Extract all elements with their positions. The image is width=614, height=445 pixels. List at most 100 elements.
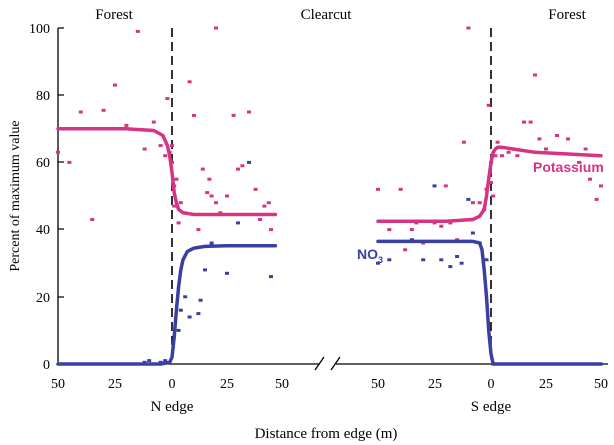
data-point-potassium bbox=[269, 228, 273, 232]
data-point-no3 bbox=[183, 295, 188, 299]
data-point-potassium bbox=[101, 108, 106, 112]
data-point-no3 bbox=[484, 258, 489, 262]
data-point-no3 bbox=[176, 328, 181, 332]
x-tick-label: 25 bbox=[220, 377, 234, 392]
curve-potassium-s-edge bbox=[376, 145, 603, 223]
data-point-potassium bbox=[247, 110, 251, 114]
data-point-potassium bbox=[588, 177, 592, 181]
data-point-no3 bbox=[455, 255, 460, 258]
data-point-potassium bbox=[187, 80, 192, 84]
data-point-potassium bbox=[113, 83, 117, 87]
data-point-potassium bbox=[387, 228, 392, 232]
data-point-no3 bbox=[178, 308, 183, 312]
y-tick-label: 0 bbox=[43, 358, 50, 373]
axis-break-mark bbox=[330, 356, 341, 371]
series-label-no3: NO3 bbox=[357, 246, 383, 265]
data-point-potassium bbox=[56, 150, 60, 154]
data-point-potassium bbox=[533, 73, 537, 77]
data-point-no3 bbox=[209, 241, 214, 245]
data-point-potassium bbox=[376, 187, 380, 191]
x-tick-label: 25 bbox=[539, 377, 553, 392]
data-point-potassium bbox=[214, 201, 218, 205]
y-tick-label: 60 bbox=[36, 156, 50, 171]
x-tick-label: 50 bbox=[51, 377, 65, 392]
data-point-potassium bbox=[170, 144, 174, 148]
data-point-potassium bbox=[443, 184, 448, 188]
data-point-potassium bbox=[258, 218, 262, 221]
region-label-forest-right: Forest bbox=[548, 7, 586, 23]
data-point-no3 bbox=[187, 315, 192, 319]
data-point-potassium bbox=[67, 160, 72, 164]
x-tick-label: 25 bbox=[108, 377, 122, 392]
y-tick-label: 20 bbox=[36, 291, 50, 306]
data-point-no3 bbox=[147, 359, 152, 363]
fitted-curves bbox=[56, 127, 603, 366]
data-point-potassium bbox=[236, 167, 240, 171]
data-point-potassium bbox=[555, 134, 559, 137]
s-edge-label: S edge bbox=[471, 399, 512, 415]
data-point-potassium bbox=[196, 228, 201, 232]
data-point-potassium bbox=[178, 201, 183, 205]
data-point-potassium bbox=[409, 228, 414, 232]
y-ticks: 0 20 40 60 80 100 bbox=[29, 22, 64, 373]
data-point-potassium bbox=[231, 113, 236, 117]
x-axis-label: Distance from edge (m) bbox=[255, 426, 398, 442]
data-point-potassium bbox=[192, 113, 196, 117]
data-point-potassium bbox=[470, 201, 475, 205]
data-point-potassium bbox=[207, 177, 212, 181]
data-point-potassium bbox=[163, 154, 168, 158]
data-points bbox=[56, 26, 603, 366]
data-point-potassium bbox=[495, 140, 500, 144]
data-point-potassium bbox=[172, 204, 177, 208]
data-point-no3 bbox=[225, 271, 229, 275]
curve-potassium-n-edge bbox=[56, 127, 278, 217]
data-point-potassium bbox=[448, 221, 453, 225]
x-tick-label: 25 bbox=[428, 377, 442, 392]
data-point-potassium bbox=[90, 218, 95, 221]
axis-break-mark bbox=[314, 356, 325, 371]
data-point-potassium bbox=[583, 147, 588, 151]
data-point-no3 bbox=[470, 231, 475, 235]
data-point-no3 bbox=[448, 265, 453, 269]
n-edge-label: N edge bbox=[151, 399, 194, 415]
x-tick-label: 0 bbox=[169, 377, 176, 392]
x-ticks-n-edge: 50 25 0 25 50 bbox=[51, 377, 289, 392]
data-point-potassium bbox=[491, 194, 496, 198]
data-point-potassium bbox=[142, 147, 147, 151]
data-point-no3 bbox=[198, 298, 203, 302]
data-point-no3 bbox=[236, 221, 240, 225]
data-point-no3 bbox=[269, 275, 273, 279]
data-point-potassium bbox=[78, 110, 83, 114]
data-point-potassium bbox=[205, 191, 210, 195]
curve-no3-s-edge bbox=[376, 239, 603, 366]
data-point-no3 bbox=[459, 261, 464, 265]
x-tick-label: 0 bbox=[488, 377, 495, 392]
data-point-potassium bbox=[174, 177, 179, 181]
data-point-potassium bbox=[158, 144, 163, 148]
y-tick-label: 80 bbox=[36, 89, 50, 104]
data-point-potassium bbox=[135, 29, 140, 33]
data-point-no3 bbox=[376, 261, 380, 265]
data-point-potassium bbox=[253, 187, 258, 191]
data-point-potassium bbox=[566, 137, 570, 141]
data-point-potassium bbox=[225, 194, 229, 198]
data-point-potassium bbox=[266, 201, 271, 205]
data-point-potassium bbox=[515, 154, 520, 158]
data-point-no3 bbox=[439, 258, 444, 262]
data-point-potassium bbox=[500, 154, 504, 158]
y-tick-label: 40 bbox=[36, 223, 50, 238]
data-point-no3 bbox=[466, 197, 471, 201]
data-point-potassium bbox=[240, 164, 245, 168]
data-point-potassium bbox=[165, 97, 170, 101]
data-point-potassium bbox=[209, 194, 214, 198]
data-point-potassium bbox=[594, 197, 599, 201]
curve-no3-n-edge bbox=[56, 243, 278, 366]
x-tick-label: 50 bbox=[594, 377, 608, 392]
data-point-potassium bbox=[544, 147, 548, 151]
data-point-potassium bbox=[477, 201, 482, 205]
data-point-potassium bbox=[200, 167, 205, 171]
series-label-potassium: Potassium bbox=[533, 159, 604, 175]
data-point-potassium bbox=[439, 224, 444, 228]
data-point-potassium bbox=[577, 160, 581, 164]
